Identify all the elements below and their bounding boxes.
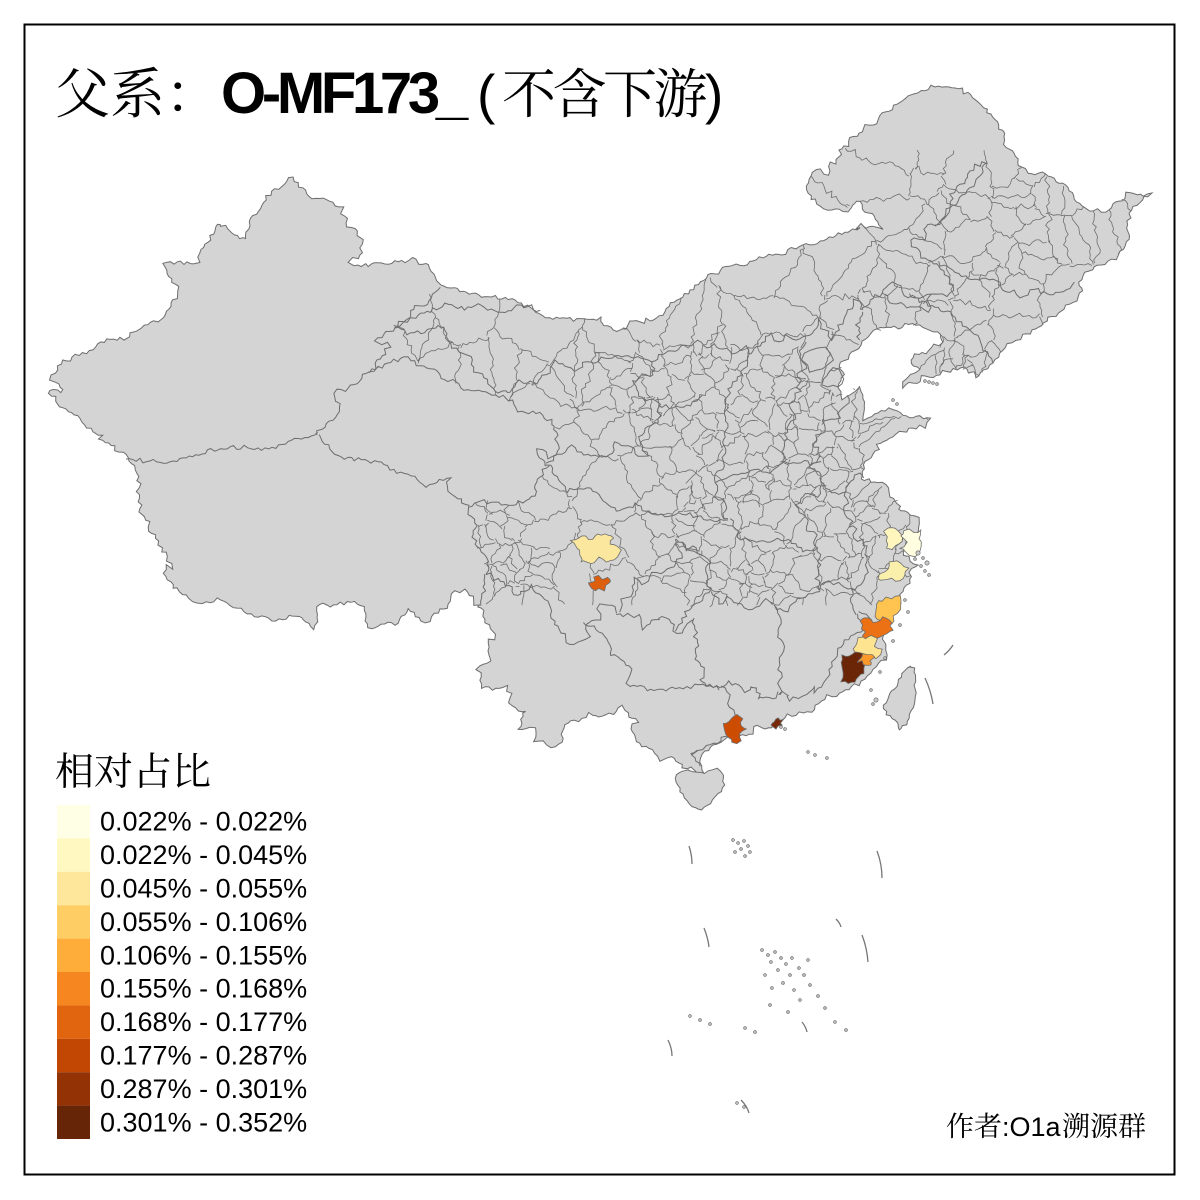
svg-text:O-MF173_: O-MF173_: [221, 61, 469, 126]
svg-text:(: (: [477, 63, 495, 125]
svg-text:0.022% - 0.045%: 0.022% - 0.045%: [100, 840, 307, 870]
svg-text:): ): [705, 63, 723, 125]
svg-text::O1a: :O1a: [1002, 1112, 1062, 1142]
svg-text:0.022% - 0.022%: 0.022% - 0.022%: [100, 807, 307, 837]
svg-text:0.155% - 0.168%: 0.155% - 0.168%: [100, 974, 307, 1004]
svg-text:0.168% - 0.177%: 0.168% - 0.177%: [100, 1007, 307, 1037]
svg-text:0.177% - 0.287%: 0.177% - 0.287%: [100, 1041, 307, 1071]
svg-text:0.287% - 0.301%: 0.287% - 0.301%: [100, 1074, 307, 1104]
svg-text:0.055% - 0.106%: 0.055% - 0.106%: [100, 907, 307, 937]
svg-text:0.106% - 0.155%: 0.106% - 0.155%: [100, 940, 307, 970]
svg-text:0.045% - 0.055%: 0.045% - 0.055%: [100, 874, 307, 904]
svg-text:0.301% - 0.352%: 0.301% - 0.352%: [100, 1107, 307, 1137]
